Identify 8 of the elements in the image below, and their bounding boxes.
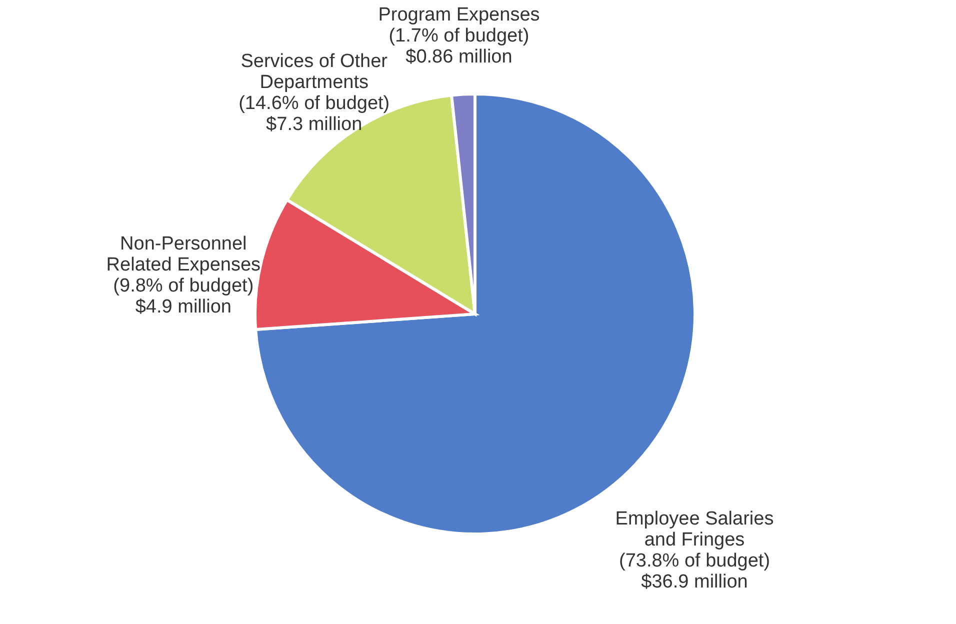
data-label: (14.6% of budget) $7.3 million	[238, 92, 390, 135]
data-label: (1.7% of budget) $0.86 million	[388, 25, 530, 68]
slice-label: Program Expenses	[378, 4, 540, 26]
slice-label: Employee Salaries and Fringes	[615, 508, 774, 550]
slice-label: Non-Personnel Related Expenses	[106, 233, 261, 276]
slice-label: Services of Other Departments	[240, 50, 388, 93]
data-label: (73.8% of budget) $36.9 million	[618, 550, 770, 592]
data-label: (9.8% of budget) $4.9 million	[113, 275, 254, 318]
